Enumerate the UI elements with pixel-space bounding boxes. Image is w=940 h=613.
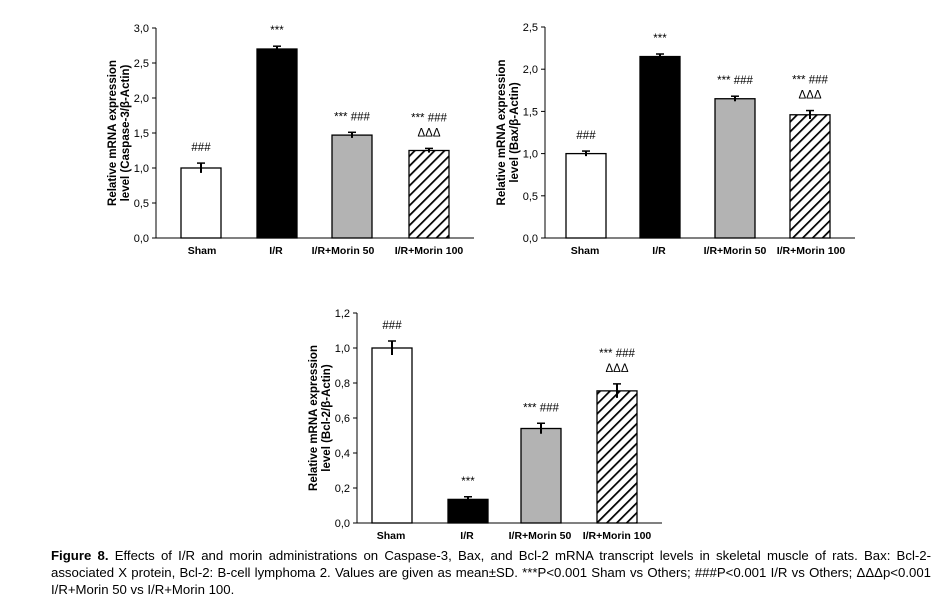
bar bbox=[596, 390, 638, 524]
y-tick-label: 2,0 bbox=[134, 93, 149, 105]
x-tick-label: I/R bbox=[652, 245, 666, 257]
bar bbox=[371, 347, 413, 524]
x-tick-label: I/R+Morin 100 bbox=[395, 245, 464, 257]
caption-text: Effects of I/R and morin administrations… bbox=[51, 548, 931, 597]
bar bbox=[565, 152, 607, 239]
significance-label: *** bbox=[270, 25, 284, 37]
y-tick-label: 0,5 bbox=[523, 191, 538, 203]
y-tick-label: 1,2 bbox=[335, 308, 350, 320]
significance-label: ### bbox=[382, 320, 402, 332]
y-tick-label: 1,0 bbox=[523, 149, 538, 161]
y-axis-title: Relative mRNA expression bbox=[308, 345, 320, 491]
bar bbox=[256, 48, 298, 239]
chart-caspase3: 0,0 0,5 1,0 1,5 2,0 2,5 3,0 Relative mRNA expre… bbox=[107, 23, 474, 257]
x-tick-label: I/R+Morin 100 bbox=[583, 530, 652, 542]
x-tick-label: Sham bbox=[188, 245, 217, 257]
y-tick-label: 2,5 bbox=[134, 58, 149, 70]
y-tick-label: 1,0 bbox=[335, 343, 350, 355]
chart-bcl2: 0,0 0,2 0,4 0,6 0,8 1,0 1,2 Relative mRNA expre… bbox=[308, 308, 662, 542]
significance-label: *** bbox=[653, 33, 667, 45]
y-axis-title: level (Bcl-2/β-Actin) bbox=[321, 364, 333, 472]
y-tick-label: 1,0 bbox=[134, 163, 149, 175]
figure-8: 0,0 0,5 1,0 1,5 2,0 2,5 3,0 Relative mRNA expre… bbox=[107, 22, 855, 542]
y-tick-label: 0,2 bbox=[335, 483, 350, 495]
y-axis-title: level (Caspase-3/β-Actin) bbox=[120, 64, 132, 201]
significance-label: *** bbox=[461, 476, 475, 488]
bar bbox=[408, 149, 450, 239]
y-tick-label: 0,8 bbox=[335, 378, 350, 390]
x-tick-label: I/R+Morin 50 bbox=[509, 530, 572, 542]
y-tick-label: 0,0 bbox=[335, 518, 350, 530]
x-tick-label: I/R+Morin 100 bbox=[777, 245, 846, 257]
bar bbox=[331, 134, 373, 239]
y-axis-title: level (Bax/β-Actin) bbox=[509, 82, 521, 182]
y-tick-label: 0,0 bbox=[523, 233, 538, 245]
x-tick-label: I/R bbox=[269, 245, 283, 257]
significance-label: *** ### bbox=[334, 111, 370, 123]
chart-bax: 0,0 0,5 1,0 1,5 2,0 2,5 Relative mRNA expressi… bbox=[496, 22, 855, 257]
y-tick-label: 2,0 bbox=[523, 64, 538, 76]
bar bbox=[520, 427, 562, 524]
x-tick-label: I/R+Morin 50 bbox=[312, 245, 375, 257]
bar bbox=[180, 167, 222, 239]
x-tick-label: I/R+Morin 50 bbox=[704, 245, 767, 257]
significance-label: ### bbox=[576, 130, 596, 142]
y-tick-label: 0,0 bbox=[134, 233, 149, 245]
significance-label: ### bbox=[191, 142, 211, 154]
bar bbox=[714, 98, 756, 239]
x-tick-label: Sham bbox=[571, 245, 600, 257]
y-axis-title: Relative mRNA expression bbox=[107, 60, 119, 206]
figure-caption: Figure 8. Effects of I/R and morin admin… bbox=[51, 547, 931, 598]
x-tick-label: Sham bbox=[377, 530, 406, 542]
significance-label: ΔΔΔ bbox=[417, 127, 440, 139]
y-tick-label: 3,0 bbox=[134, 23, 149, 35]
significance-label: *** ### bbox=[717, 75, 753, 87]
y-tick-label: 1,5 bbox=[523, 106, 538, 118]
y-tick-label: 2,5 bbox=[523, 22, 538, 34]
significance-label: ΔΔΔ bbox=[798, 90, 821, 102]
y-tick-label: 0,5 bbox=[134, 198, 149, 210]
bar bbox=[789, 114, 831, 239]
y-tick-label: 0,4 bbox=[335, 448, 350, 460]
y-axis-title: Relative mRNA expression bbox=[496, 60, 508, 206]
significance-label: *** ### bbox=[411, 112, 447, 124]
y-tick-label: 0,6 bbox=[335, 413, 350, 425]
significance-label: *** ### bbox=[792, 75, 828, 87]
x-tick-label: I/R bbox=[460, 530, 474, 542]
significance-label: *** ### bbox=[599, 348, 635, 360]
significance-label: ΔΔΔ bbox=[605, 363, 628, 375]
y-tick-label: 1,5 bbox=[134, 128, 149, 140]
bar bbox=[447, 498, 489, 524]
significance-label: *** ### bbox=[523, 402, 559, 414]
caption-label: Figure 8. bbox=[51, 548, 109, 563]
bar bbox=[639, 55, 681, 239]
